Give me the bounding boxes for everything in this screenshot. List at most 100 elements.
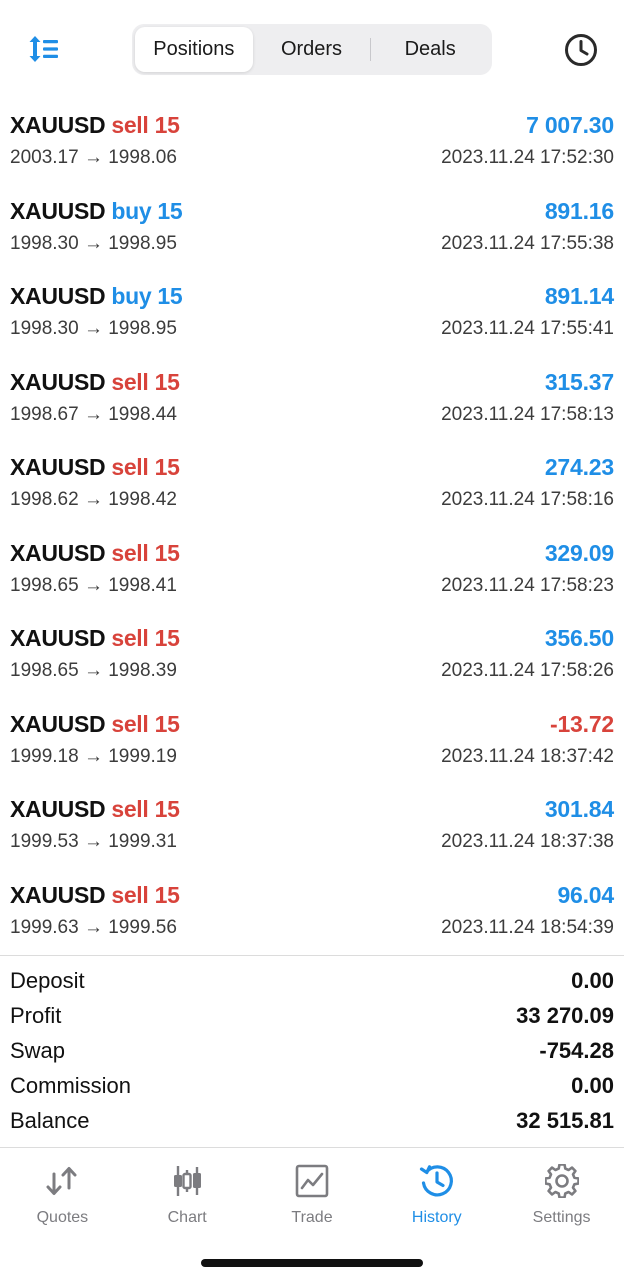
- summary-label: Profit: [10, 1003, 62, 1028]
- position-prices: 1999.53 → 1999.31: [10, 831, 177, 852]
- summary-value: 0.00: [571, 1073, 614, 1098]
- tab-history-label: History: [411, 1209, 462, 1226]
- home-indicator[interactable]: [201, 1259, 423, 1267]
- position-profit: 96.04: [557, 881, 614, 908]
- position-prices: 1998.30 → 1998.95: [10, 318, 177, 339]
- position-side: sell 15: [111, 625, 180, 651]
- position-title: XAUUSD sell 15: [10, 454, 180, 481]
- position-time: 2023.11.24 17:58:16: [441, 489, 614, 510]
- position-time: 2023.11.24 17:55:38: [441, 232, 614, 254]
- period-button[interactable]: [561, 30, 601, 70]
- tab-quotes[interactable]: Quotes: [0, 1148, 125, 1238]
- history-icon: [417, 1162, 457, 1200]
- position-row[interactable]: XAUUSD sell 15 301.84 1999.53 → 1999.31 2…: [0, 784, 624, 870]
- summary-commission: Commission 0.00: [0, 1070, 624, 1105]
- settings-icon: [542, 1162, 582, 1200]
- summary-value: 0.00: [571, 968, 614, 993]
- position-profit: 315.37: [544, 368, 614, 395]
- position-time: 2023.11.24 18:37:42: [441, 745, 614, 767]
- tabbar-divider: [0, 1147, 624, 1148]
- position-profit: 274.23: [544, 454, 614, 480]
- position-time: 2023.11.24 17:52:30: [441, 147, 614, 168]
- position-profit: -13.72: [549, 710, 614, 737]
- position-row[interactable]: XAUUSD buy 15 891.14 1998.30 → 1998.95 20…: [0, 271, 624, 357]
- summary-deposit: Deposit 0.00: [0, 965, 624, 1000]
- chart-icon: [167, 1162, 207, 1200]
- summary-value: 33 270.09: [516, 1003, 614, 1028]
- tab-chart[interactable]: Chart: [125, 1148, 250, 1238]
- tab-trade[interactable]: Trade: [250, 1148, 375, 1238]
- position-profit: 7 007.30: [526, 112, 614, 138]
- position-title: XAUUSD sell 15: [10, 882, 180, 909]
- position-prices: 1998.67 → 1998.44: [10, 403, 177, 425]
- tab-orders[interactable]: Orders: [253, 27, 371, 72]
- account-summary: Deposit 0.00 Profit 33 270.09 Swap -754.…: [0, 965, 624, 1140]
- position-title: XAUUSD sell 15: [10, 711, 180, 738]
- position-symbol: XAUUSD: [10, 454, 106, 480]
- position-title: XAUUSD buy 15: [10, 197, 183, 225]
- position-symbol: XAUUSD: [10, 197, 106, 224]
- position-row[interactable]: XAUUSD sell 15 -13.72 1999.18 → 1999.19 2…: [0, 699, 624, 785]
- tab-settings[interactable]: Settings: [499, 1148, 624, 1238]
- summary-balance: Balance 32 515.81: [0, 1105, 624, 1140]
- tab-deals[interactable]: Deals: [371, 27, 489, 72]
- summary-value: 32 515.81: [516, 1108, 614, 1133]
- position-profit: 891.16: [544, 197, 614, 224]
- positions-list: XAUUSD sell 15 7 007.30 2003.17 → 1998.06…: [0, 100, 624, 955]
- position-profit: 356.50: [544, 625, 614, 651]
- position-prices: 1998.30 → 1998.95: [10, 232, 177, 254]
- tab-trade-label: Trade: [291, 1209, 333, 1226]
- position-title: XAUUSD sell 15: [10, 369, 180, 396]
- position-symbol: XAUUSD: [10, 112, 106, 138]
- summary-label: Swap: [10, 1038, 66, 1063]
- position-time: 2023.11.24 18:37:38: [441, 831, 614, 852]
- tab-positions[interactable]: Positions: [135, 27, 253, 72]
- tab-history[interactable]: History: [374, 1148, 499, 1238]
- position-title: XAUUSD sell 15: [10, 540, 180, 567]
- trade-icon: [292, 1162, 332, 1200]
- position-side: sell 15: [111, 539, 180, 566]
- position-side: sell 15: [111, 368, 180, 395]
- position-prices: 1998.65 → 1998.41: [10, 574, 177, 596]
- position-side: sell 15: [111, 112, 180, 138]
- quotes-icon: [42, 1162, 82, 1200]
- summary-label: Balance: [10, 1108, 90, 1133]
- bottom-tab-bar: Quotes Chart Trade: [0, 1148, 624, 1238]
- position-time: 2023.11.24 17:58:13: [441, 403, 614, 425]
- list-divider: [0, 955, 624, 956]
- position-symbol: XAUUSD: [10, 710, 106, 737]
- summary-profit: Profit 33 270.09: [0, 1000, 624, 1035]
- tab-orders-label: Orders: [280, 38, 343, 60]
- position-time: 2023.11.24 17:55:41: [441, 318, 614, 339]
- position-symbol: XAUUSD: [10, 881, 106, 908]
- position-row[interactable]: XAUUSD sell 15 329.09 1998.65 → 1998.41 2…: [0, 528, 624, 614]
- position-time: 2023.11.24 17:58:26: [441, 660, 614, 681]
- position-time: 2023.11.24 18:54:39: [441, 916, 614, 938]
- position-profit: 329.09: [544, 539, 614, 566]
- position-title: XAUUSD sell 15: [10, 625, 180, 652]
- position-row[interactable]: XAUUSD buy 15 891.16 1998.30 → 1998.95 20…: [0, 186, 624, 272]
- position-row[interactable]: XAUUSD sell 15 7 007.30 2003.17 → 1998.06…: [0, 100, 624, 186]
- position-title: XAUUSD sell 15: [10, 112, 180, 139]
- tab-positions-label: Positions: [153, 38, 235, 60]
- position-row[interactable]: XAUUSD sell 15 96.04 1999.63 → 1999.56 20…: [0, 870, 624, 956]
- summary-label: Deposit: [10, 968, 85, 993]
- position-row[interactable]: XAUUSD sell 15 274.23 1998.62 → 1998.42 2…: [0, 442, 624, 528]
- tab-settings-label: Settings: [532, 1209, 591, 1226]
- tab-quotes-label: Quotes: [36, 1209, 89, 1226]
- history-segmented-control: Positions Orders Deals: [132, 24, 492, 75]
- sort-icon: [29, 36, 58, 62]
- position-symbol: XAUUSD: [10, 796, 106, 822]
- position-symbol: XAUUSD: [10, 283, 106, 309]
- position-row[interactable]: XAUUSD sell 15 356.50 1998.65 → 1998.39 2…: [0, 613, 624, 699]
- position-side: sell 15: [111, 710, 180, 737]
- summary-value: -754.28: [539, 1038, 614, 1063]
- position-side: buy 15: [111, 283, 183, 309]
- segment-divider: [370, 38, 372, 61]
- position-title: XAUUSD sell 15: [10, 796, 180, 823]
- position-side: sell 15: [111, 454, 180, 480]
- position-prices: 1998.62 → 1998.42: [10, 489, 177, 510]
- position-row[interactable]: XAUUSD sell 15 315.37 1998.67 → 1998.44 2…: [0, 357, 624, 443]
- sort-button[interactable]: [24, 30, 64, 68]
- position-prices: 2003.17 → 1998.06: [10, 147, 177, 168]
